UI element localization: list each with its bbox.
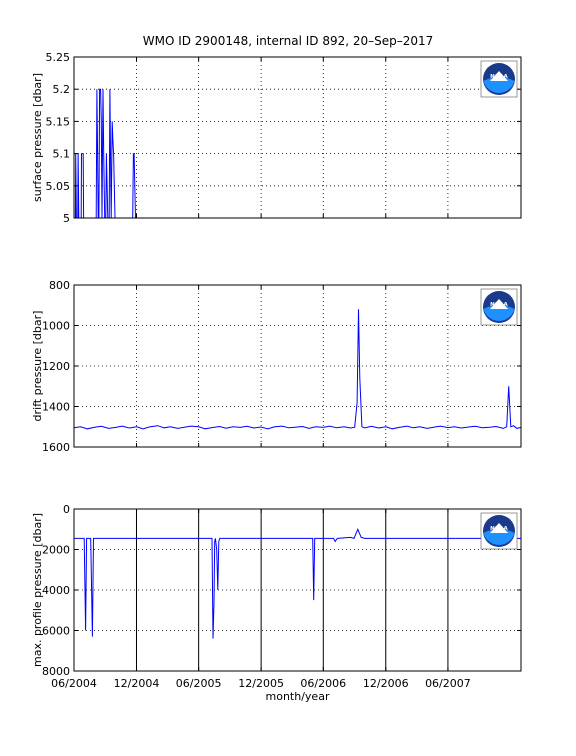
y-tick-label: 4000 <box>42 584 70 597</box>
noaa-logo-icon: NOAA <box>480 512 518 550</box>
noaa-logo-text: NOAA <box>490 74 508 80</box>
plot-area-1 <box>74 57 521 218</box>
y-tick-label: 5.05 <box>46 180 71 193</box>
y-tick-label: 2000 <box>42 544 70 557</box>
y-axis-label: drift pressure [dbar] <box>31 311 44 422</box>
noaa-logo-text: NOAA <box>490 302 508 308</box>
x-tick-label: 12/2006 <box>363 677 409 690</box>
y-tick-label: 800 <box>49 279 70 292</box>
y-tick-label: 5 <box>63 212 70 225</box>
y-tick-label: 1200 <box>42 360 70 373</box>
x-tick-label: 06/2006 <box>300 677 346 690</box>
noaa-logo-gull <box>490 299 508 309</box>
noaa-logo-wave <box>483 305 515 322</box>
x-axis-label: month/year <box>266 690 330 703</box>
plot-area-2 <box>74 285 521 447</box>
x-tick-label: 06/2007 <box>425 677 471 690</box>
noaa-logo-icon: NOAA <box>480 288 518 326</box>
y-tick-label: 1600 <box>42 441 70 454</box>
axes-frame-1 <box>73 56 522 219</box>
x-tick-label: 06/2004 <box>51 677 97 690</box>
x-tick-label: 12/2005 <box>238 677 284 690</box>
noaa-logo-text: NOAA <box>490 526 508 532</box>
y-tick-label: 0 <box>63 503 70 516</box>
series-line-2 <box>73 309 522 430</box>
series-line-3 <box>74 528 521 639</box>
y-tick-label: 1400 <box>42 401 70 414</box>
y-tick-label: 1000 <box>42 320 70 333</box>
y-axis-label: max. profile pressure [dbar] <box>31 513 44 667</box>
plot-area-3 <box>74 509 521 671</box>
y-tick-label: 8000 <box>42 665 70 678</box>
noaa-logo-wave <box>483 529 515 546</box>
noaa-logo-gull <box>490 523 508 533</box>
y-tick-label: 5.15 <box>46 115 71 128</box>
x-tick-label: 06/2005 <box>176 677 222 690</box>
x-tick-label: 12/2004 <box>114 677 160 690</box>
noaa-logo-wave <box>483 77 515 94</box>
y-axis-label: surface pressure [dbar] <box>31 73 44 202</box>
y-tick-label: 5.2 <box>53 83 71 96</box>
figure-title: WMO ID 2900148, internal ID 892, 20–Sep–… <box>142 34 434 48</box>
noaa-logo-icon: NOAA <box>480 60 518 98</box>
y-tick-label: 5.1 <box>53 148 71 161</box>
y-tick-label: 5.25 <box>46 51 71 64</box>
y-tick-label: 6000 <box>42 625 70 638</box>
noaa-logo-gull <box>490 71 508 81</box>
